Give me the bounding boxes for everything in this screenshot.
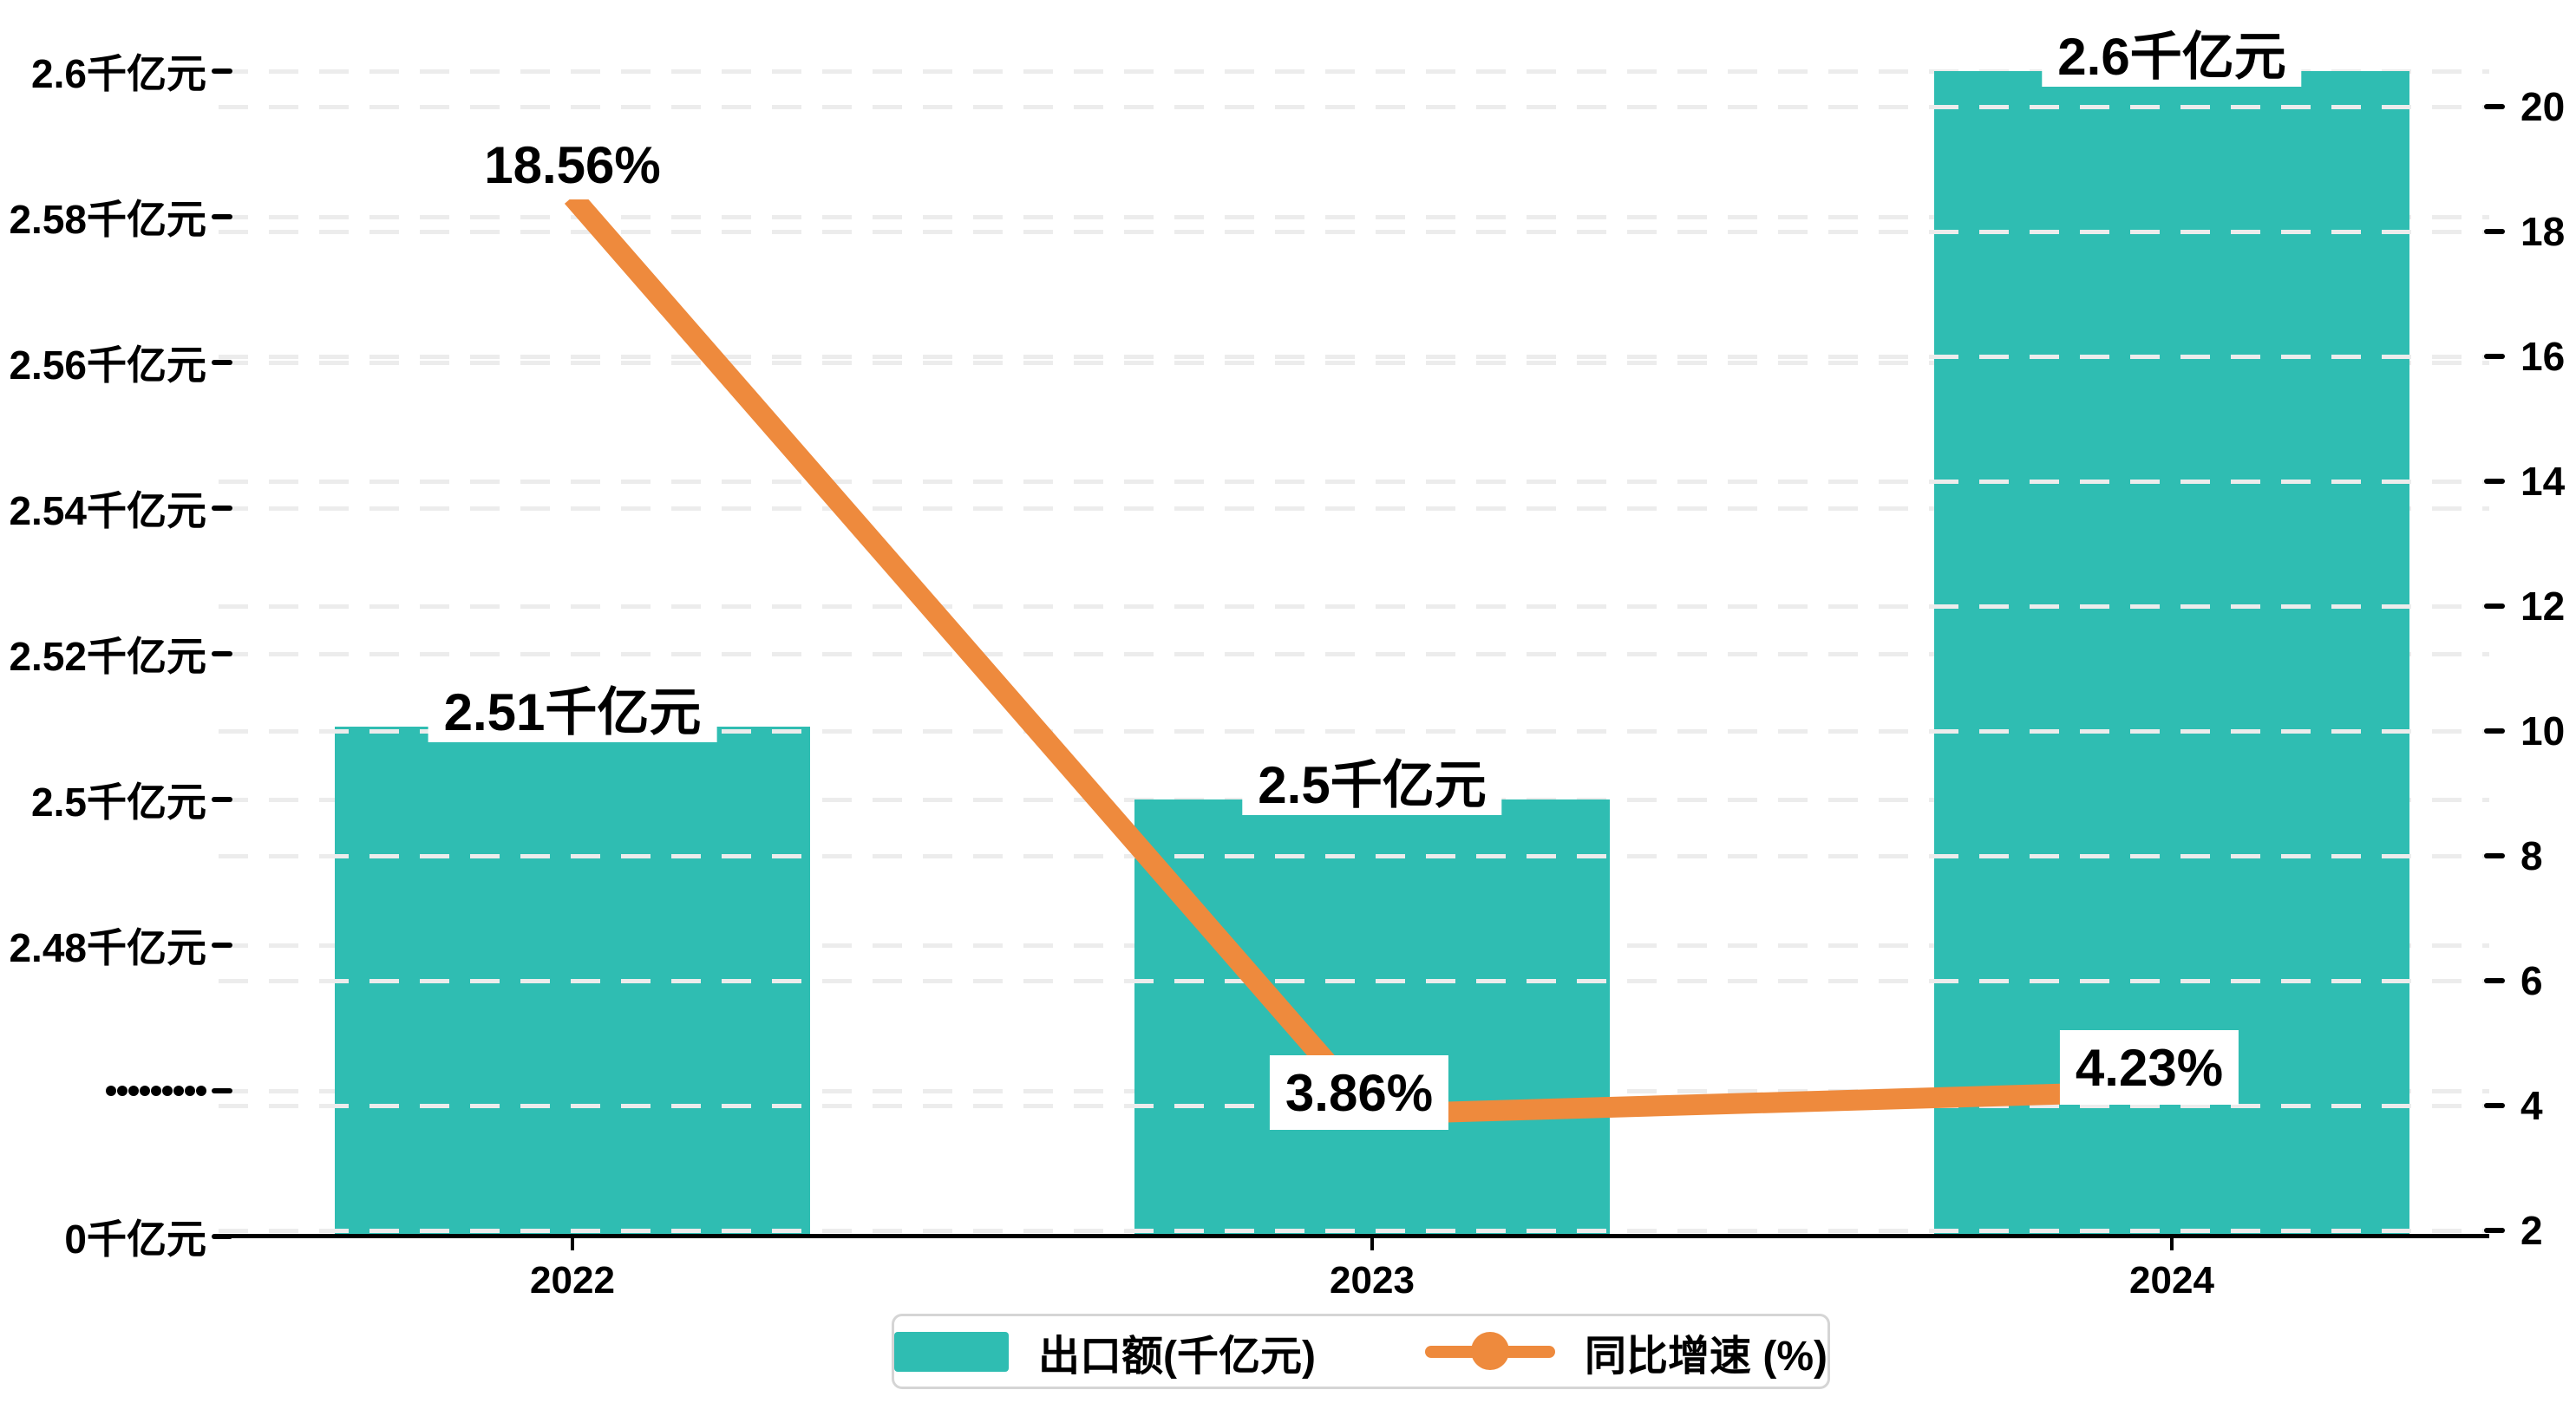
y-right-tick-label-8: 4	[2520, 1083, 2543, 1128]
line-dot-icon	[1425, 1331, 1555, 1372]
gridline-left-4	[219, 652, 2489, 656]
bar-2023[interactable]	[1134, 799, 1610, 1237]
y-right-tick-mark-9	[2484, 1228, 2505, 1233]
y-right-tick-mark-0	[2484, 104, 2505, 109]
y-right-tick-mark-2	[2484, 354, 2505, 359]
x-axis-line	[219, 1234, 2489, 1238]
y-right-tick-mark-5	[2484, 728, 2505, 734]
gridline-left-0	[219, 69, 2489, 74]
x-tick-label-2022: 2022	[530, 1259, 615, 1302]
y-left-tick-mark-6	[212, 943, 232, 948]
y-right-tick-label-1: 18	[2520, 209, 2566, 254]
y-left-tick-label-5: 2.5千亿元	[31, 780, 206, 825]
y-left-tick-label-3: 2.54千亿元	[9, 488, 206, 533]
bar-value-label-2024: 2.6千亿元	[2042, 17, 2302, 87]
y-left-tick-label-1: 2.58千亿元	[9, 197, 206, 242]
x-tick-mark-2023	[1370, 1237, 1374, 1250]
y-right-tick-label-3: 14	[2520, 459, 2566, 504]
y-left-tick-mark-1	[212, 214, 232, 219]
legend-item-bars[interactable]: 出口额(千亿元)	[894, 1321, 1316, 1382]
y-right-tick-label-4: 12	[2520, 584, 2566, 629]
y-right-tick-label-9: 2	[2520, 1208, 2543, 1253]
x-tick-mark-2022	[571, 1237, 574, 1250]
y-right-tick-mark-8	[2484, 1103, 2505, 1108]
y-left-tick-label-2: 2.56千亿元	[9, 343, 206, 388]
gridline-right-5	[219, 729, 2489, 734]
y-right-tick-label-5: 10	[2520, 708, 2566, 754]
y-left-tick-mark-7	[212, 1088, 232, 1093]
y-left-tick-label-6: 2.48千亿元	[9, 925, 206, 970]
y-right-tick-mark-1	[2484, 229, 2505, 234]
gridline-left-3	[219, 506, 2489, 511]
bar-value-label-2023: 2.5千亿元	[1242, 746, 1502, 815]
y-right-tick-label-0: 20	[2520, 84, 2566, 129]
gridline-right-6	[219, 854, 2489, 858]
y-left-tick-label-0: 2.6千亿元	[31, 51, 206, 96]
y-left-tick-label-8: 0千亿元	[64, 1217, 206, 1262]
gridline-right-9	[219, 1229, 2489, 1233]
x-tick-mark-2024	[2170, 1237, 2174, 1250]
legend-item-line[interactable]: 同比增速 (%)	[1425, 1321, 1827, 1382]
line-value-label-2022: 18.56%	[468, 130, 677, 199]
x-tick-label-2024: 2024	[2129, 1259, 2214, 1302]
line-value-label-2024: 4.23%	[2059, 1030, 2239, 1105]
y-right-tick-label-7: 6	[2520, 958, 2543, 1003]
legend: 出口额(千亿元) 同比增速 (%)	[892, 1314, 1830, 1389]
y-left-tick-mark-2	[212, 360, 232, 365]
gridline-left-2	[219, 361, 2489, 365]
y-left-tick-mark-3	[212, 506, 232, 511]
y-left-tick-mark-5	[212, 797, 232, 802]
y-right-tick-mark-3	[2484, 479, 2505, 484]
bar-swatch-icon	[894, 1331, 1009, 1372]
legend-label-1: 同比增速 (%)	[1585, 1333, 1827, 1380]
y-right-tick-label-2: 16	[2520, 334, 2566, 379]
gridline-left-1	[219, 215, 2489, 219]
legend-line-marker-dot	[1471, 1331, 1509, 1370]
gridline-right-4	[219, 604, 2489, 609]
y-left-tick-label-4: 2.52千亿元	[9, 634, 206, 679]
y-left-tick-mark-4	[212, 651, 232, 656]
y-left-axis-break-dots	[106, 1086, 206, 1096]
gridline-right-7	[219, 979, 2489, 983]
gridline-right-2	[219, 355, 2489, 359]
gridline-right-3	[219, 480, 2489, 484]
bar-value-label-2022: 2.51千亿元	[428, 673, 717, 742]
y-right-tick-mark-4	[2484, 604, 2505, 609]
x-tick-label-2023: 2023	[1330, 1259, 1415, 1302]
y-right-tick-mark-6	[2484, 853, 2505, 858]
y-right-tick-mark-7	[2484, 978, 2505, 983]
legend-label-0: 出口额(千亿元)	[1038, 1333, 1316, 1380]
gridline-right-1	[219, 230, 2489, 234]
growth-line-path[interactable]	[564, 190, 2173, 1125]
y-left-tick-mark-0	[212, 69, 232, 74]
y-right-tick-label-6: 8	[2520, 833, 2543, 878]
gridline-right-0	[219, 105, 2489, 109]
line-value-label-2023: 3.86%	[1269, 1055, 1449, 1130]
